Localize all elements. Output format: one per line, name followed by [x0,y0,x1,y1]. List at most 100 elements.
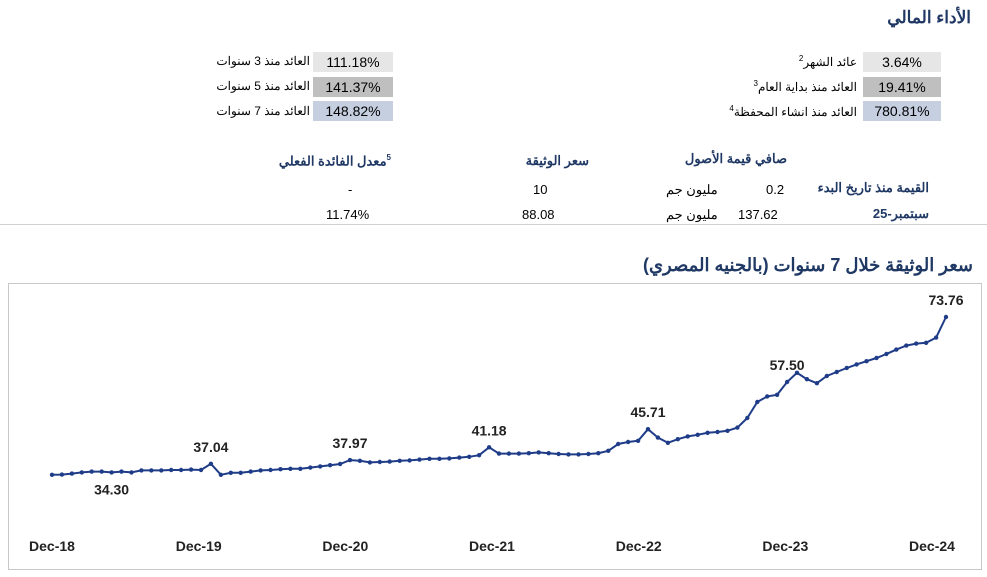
data-point [278,467,283,472]
data-label: 41.18 [472,422,507,438]
data-point [755,399,760,405]
data-point [149,468,154,473]
data-point [417,457,422,462]
x-tick-label: Dec-23 [762,538,808,554]
data-point [834,369,839,375]
data-point [129,470,134,475]
data-point [745,415,750,421]
data-point [357,458,363,463]
data-point [854,362,859,367]
data-point [894,347,899,352]
data-point [447,456,452,461]
data-point [258,468,263,473]
price-date: 88.08 [522,207,555,222]
data-point [566,452,571,457]
data-point [665,440,671,445]
data-point [387,459,392,464]
data-point [99,469,104,474]
data-point [516,451,522,456]
data-point [904,343,909,348]
data-point [59,472,65,477]
unit-price-header: سعر الوثيقة [525,153,589,168]
data-point [437,456,442,461]
row-label-inception: القيمة منذ تاريخ البدء [817,180,929,195]
data-point [298,466,303,471]
data-point [824,373,829,379]
data-point [208,461,214,466]
section-divider [0,224,987,225]
data-point [596,451,601,456]
data-point [635,438,641,443]
data-point [844,365,849,371]
data-point [367,460,373,465]
month-return-label: عائد الشهر2 [798,54,857,69]
data-point [347,457,353,463]
data-point [675,437,680,442]
data-point [79,470,85,475]
data-label: 73.76 [928,292,963,308]
data-point [248,469,253,474]
data-point [486,445,492,450]
data-label: 34.30 [94,481,129,497]
data-point [735,425,740,430]
nav-header: صافي قيمة الأصول [684,151,787,166]
data-point [119,469,124,474]
ytd-return-label: العائد منذ بداية العام3 [753,79,858,94]
data-point [943,314,949,320]
series-line [51,316,947,476]
data-point [576,452,581,457]
data-point [377,459,382,465]
data-point [794,370,800,375]
data-point [457,455,462,460]
data-point [655,435,661,440]
data-point [337,461,343,467]
data-point [616,441,621,447]
data-point [625,439,631,445]
data-point [725,428,730,433]
data-point [218,472,224,477]
yield-date: 11.74% [326,207,370,222]
x-tick-label: Dec-18 [29,538,75,554]
data-point [864,359,869,364]
return-7y-value: 148.82% [313,101,393,121]
data-label: 37.97 [332,435,367,451]
x-tick-label: Dec-24 [909,538,955,554]
data-label: 45.71 [630,404,665,420]
data-point [427,456,432,461]
return-3y-label: العائد منذ 3 سنوات [216,54,310,68]
data-point [327,463,333,468]
data-point [188,467,194,472]
row-label-date: سبتمبر-25 [872,206,929,221]
data-point [397,458,402,463]
chart-title: سعر الوثيقة خلال 7 سنوات (بالجنيه المصري… [642,255,973,275]
data-point [546,451,551,456]
data-point [159,468,164,473]
data-point [586,451,591,457]
return-7y-label: العائد منذ 7 سنوات [216,104,310,118]
data-point [109,470,114,475]
nav-unit-inception: مليون جم [666,182,718,197]
data-point [228,470,233,475]
data-point [715,429,720,435]
nav-value-inception: 0.2 [766,182,785,197]
price-inception: 10 [533,182,548,197]
inception-return-label: العائد منذ انشاء المحفظة4 [729,104,857,119]
data-point [476,453,482,458]
data-point [308,465,313,470]
data-point [89,469,94,474]
data-point [318,464,323,469]
data-point [765,394,770,399]
data-point [268,467,273,473]
data-point [645,427,651,432]
data-label: 57.50 [770,357,805,373]
data-point [874,355,879,361]
return-5y-label: العائد منذ 5 سنوات [216,79,310,93]
data-point [288,466,293,471]
effective-yield-header: 5معدل الفائدة الفعلي [278,153,391,169]
data-point [407,458,412,463]
ytd-return-value: 19.41% [863,77,941,97]
data-point [506,451,512,456]
data-point [685,434,690,439]
data-point [526,451,531,456]
